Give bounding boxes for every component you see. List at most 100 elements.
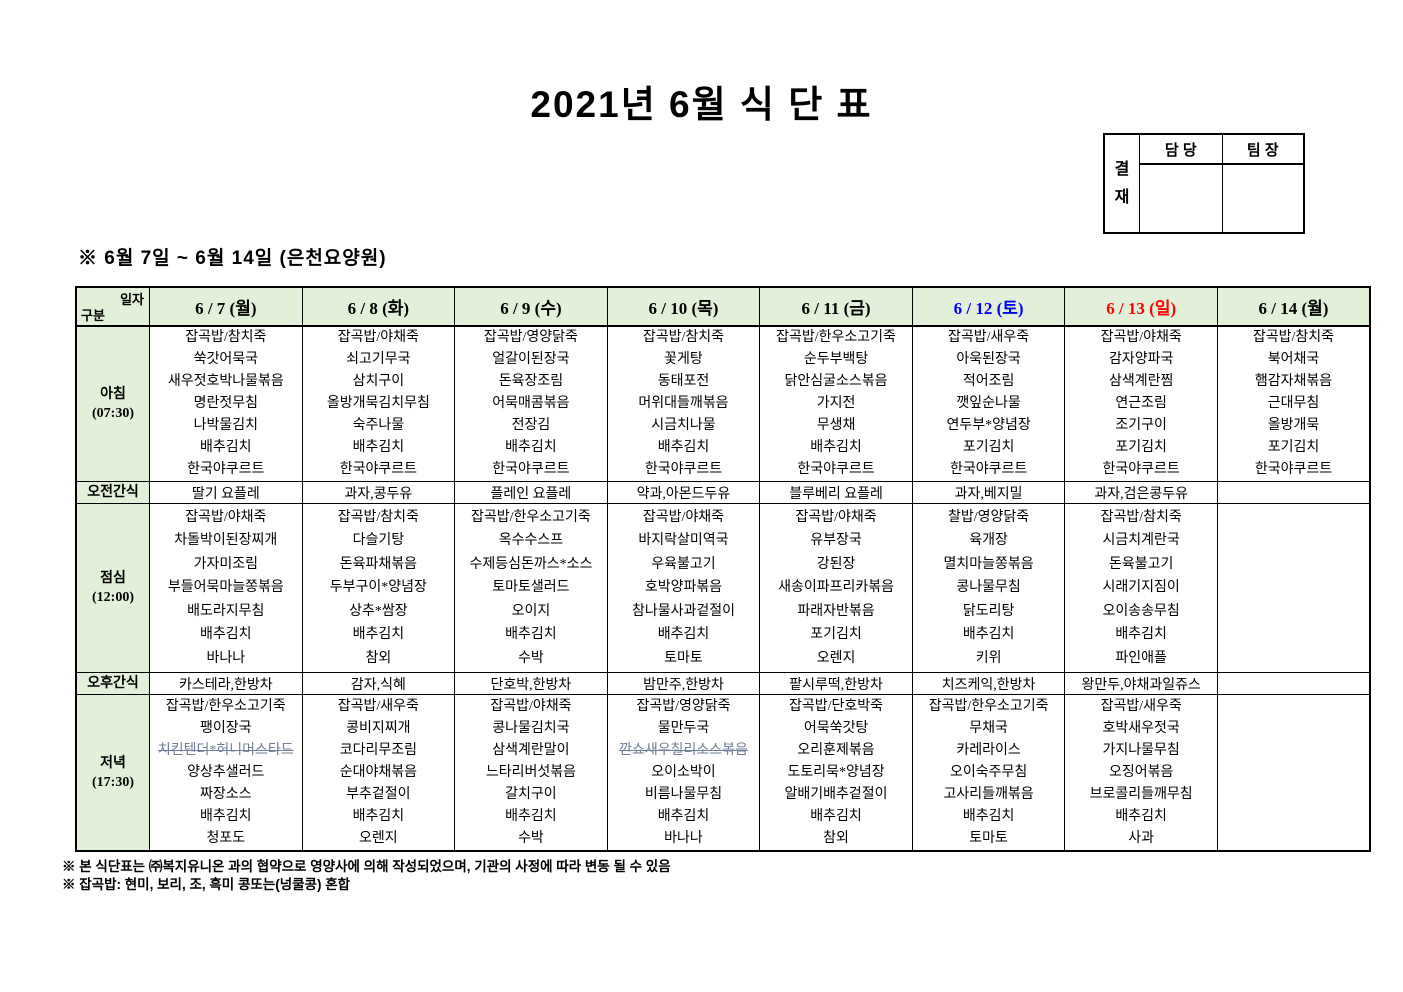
meal-item: 팽이장국 bbox=[200, 720, 252, 736]
menu-table: 일자 구분 6 / 7 (월) 6 / 8 (화) 6 / 9 (수) 6 / 10 … bbox=[75, 286, 1371, 852]
menu-cell-lunch-col7 bbox=[1216, 503, 1371, 673]
meal-item: 오렌지 bbox=[816, 650, 856, 666]
menu-cell-breakfast-col3: 잡곡밥/참치죽 꽃게탕 동태포전 머위대들깨볶음 시금치나물 배추김치 한국야쿠르트 bbox=[606, 325, 761, 482]
meal-item: 배추김치 bbox=[352, 808, 405, 824]
menu-cell-afternoon-snack-col3: 밤만주,한방차 bbox=[606, 672, 761, 695]
row-label-dinner: 저녁 (17:30) bbox=[75, 694, 150, 852]
row-label-breakfast: 아침 (07:30) bbox=[75, 325, 150, 482]
meal-item: 새우젓호박나물볶음 bbox=[167, 374, 284, 389]
meal-item: 시래기지짐이 bbox=[1102, 580, 1180, 596]
meal-item: 어묵쑥갓탕 bbox=[803, 720, 869, 736]
meal-item: 치킨텐더*허니머스타드 bbox=[157, 742, 294, 758]
meal-item: 파인애플 bbox=[1115, 650, 1167, 666]
meal-item: 알배기배추겉절이 bbox=[784, 786, 888, 802]
meal-item: 잡곡밥/단호박죽 bbox=[789, 698, 884, 714]
date-header-0: 6 / 7 (월) bbox=[149, 286, 303, 327]
row-label-lunch: 점심 (12:00) bbox=[75, 503, 150, 673]
meal-item: 상추*쌈장 bbox=[349, 603, 408, 619]
meal-item: 수박 bbox=[518, 830, 544, 846]
meal-item: 쇠고기무국 bbox=[346, 352, 411, 367]
menu-cell-morning-snack-col6: 과자,검은콩두유 bbox=[1064, 481, 1218, 504]
meal-item: 한국야쿠르트 bbox=[492, 462, 570, 477]
menu-cell-lunch-col6: 잡곡밥/참치죽 시금치계란국 돈육불고기 시래기지짐이 오이송송무침 배추김치 파인애플 bbox=[1064, 503, 1218, 673]
meal-item: 토마토 bbox=[969, 830, 1008, 846]
meal-item: 잡곡밥/참치죽 bbox=[642, 330, 725, 345]
date-header-5: 6 / 12 (토) bbox=[911, 286, 1066, 327]
menu-cell-lunch-col1: 잡곡밥/참치죽 다슬기탕 돈육파채볶음 두부구이*양념장 상추*쌈장 배추김치 참외 bbox=[301, 503, 456, 673]
meal-item: 수제등심돈까스*소스 bbox=[469, 556, 593, 572]
menu-cell-dinner-col0: 잡곡밥/한우소고기죽 팽이장국 치킨텐더*허니머스타드 양상추샐러드 짜장소스 배추김치 청… bbox=[149, 694, 303, 852]
meal-item: 나박물김치 bbox=[193, 418, 258, 433]
meal-item: 가지전 bbox=[816, 396, 856, 411]
date-header-4: 6 / 11 (금) bbox=[759, 286, 913, 327]
meal-item: 동태포전 bbox=[657, 374, 710, 389]
meal-item: 꽃게탕 bbox=[664, 352, 703, 367]
menu-cell-morning-snack-col3: 약과,아몬드두유 bbox=[606, 481, 761, 504]
menu-cell-morning-snack-col0: 딸기 요플레 bbox=[149, 481, 303, 504]
meal-item: 두부구이*양념장 bbox=[329, 580, 427, 596]
meal-item: 부들어묵마늘쫑볶음 bbox=[167, 580, 284, 596]
menu-cell-breakfast-col5: 잡곡밥/새우죽 아욱된장국 적어조림 깻잎순나물 연두부*양념장 포기김치 한국야쿠르트 bbox=[911, 325, 1066, 482]
menu-cell-afternoon-snack-col0: 카스테라,한방차 bbox=[149, 672, 303, 695]
meal-item: 부추겉절이 bbox=[346, 786, 411, 802]
meal-item: 배추김치 bbox=[1115, 808, 1167, 824]
meal-item: 아욱된장국 bbox=[956, 352, 1021, 367]
menu-cell-breakfast-col2: 잡곡밥/영양닭죽 얼갈이된장국 돈육장조림 어묵매콤볶음 전장김 배추김치 한국야쿠르트 bbox=[454, 325, 608, 482]
meal-item: 콩비지찌개 bbox=[346, 720, 411, 736]
meal-item: 코다리무조림 bbox=[339, 742, 417, 758]
approval-box: 결재 담 당 팀 장 bbox=[1103, 133, 1305, 234]
meal-item: 호박양파볶음 bbox=[644, 580, 723, 596]
meal-item: 잡곡밥/야채죽 bbox=[795, 509, 877, 525]
menu-cell-lunch-col0: 잡곡밥/야채죽 차돌박이된장찌개 가자미조림 부들어묵마늘쫑볶음 배도라지무침 배추김치 바… bbox=[149, 503, 303, 673]
row-morning-snack: 오전간식 딸기 요플레 과자,콩두유 플레인 요플레 약과,아몬드두유 블루베리 요플레 과… bbox=[75, 481, 1371, 504]
meal-item: 토마토 bbox=[664, 650, 703, 666]
row-label-morning-snack: 오전간식 bbox=[75, 481, 150, 504]
meal-item: 한국야쿠르트 bbox=[797, 462, 875, 477]
meal-item: 한국야쿠르트 bbox=[339, 462, 417, 477]
meal-item: 잡곡밥/새우죽 bbox=[1100, 698, 1182, 714]
meal-item: 오렌지 bbox=[359, 830, 398, 846]
approval-grid: 담 당 팀 장 bbox=[1140, 135, 1303, 232]
meal-item: 바나나 bbox=[664, 830, 703, 846]
date-header-1: 6 / 8 (화) bbox=[301, 286, 456, 327]
menu-cell-morning-snack-col7 bbox=[1216, 481, 1371, 504]
meal-item: 연근조림 bbox=[1115, 396, 1167, 411]
meal-item: 숙주나물 bbox=[352, 418, 405, 433]
meal-item: 명란젓무침 bbox=[193, 396, 258, 411]
meal-item: 삼치구이 bbox=[352, 374, 405, 389]
meal-item: 돈육불고기 bbox=[1108, 556, 1174, 572]
approval-col-damdang: 담 당 bbox=[1140, 135, 1222, 164]
meal-item: 가지나물무침 bbox=[1102, 742, 1180, 758]
meal-item: 배추김치 bbox=[962, 808, 1015, 824]
menu-cell-afternoon-snack-col4: 팥시루떡,한방차 bbox=[759, 672, 913, 695]
meal-item: 오이지 bbox=[511, 603, 551, 619]
meal-item: 참외 bbox=[823, 830, 849, 846]
meal-item: 오이숙주무침 bbox=[949, 764, 1028, 780]
meal-item: 멸치마늘쫑볶음 bbox=[943, 556, 1034, 572]
meal-item: 북어채국 bbox=[1267, 352, 1320, 367]
menu-cell-dinner-col3: 잡곡밥/영양닭죽 물만두국 깐쇼새우칠리소스볶음 오이소박이 비름나물무침 배추김치 바나나 bbox=[606, 694, 761, 852]
period-subtitle: ※ 6월 7일 ~ 6월 14일 (은천요양원) bbox=[78, 248, 387, 269]
meal-item: 잡곡밥/한우소고기죽 bbox=[776, 330, 896, 345]
meal-item: 얼갈이된장국 bbox=[492, 352, 570, 367]
meal-item: 돈육장조림 bbox=[498, 374, 564, 389]
menu-cell-morning-snack-col2: 플레인 요플레 bbox=[454, 481, 608, 504]
meal-item: 우육불고기 bbox=[651, 556, 716, 572]
menu-cell-morning-snack-col1: 과자,콩두유 bbox=[301, 481, 456, 504]
meal-item: 잡곡밥/새우죽 bbox=[337, 698, 419, 714]
menu-cell-lunch-col4: 잡곡밥/야채죽 유부장국 강된장 새송이파프리카볶음 파래자반볶음 포기김치 오렌지 bbox=[759, 503, 913, 673]
meal-item: 순대야채볶음 bbox=[339, 764, 417, 780]
meal-item: 올방개묵 bbox=[1267, 418, 1320, 433]
meal-item: 찰밥/영양닭죽 bbox=[948, 509, 1030, 525]
meal-item: 오이소박이 bbox=[651, 764, 716, 780]
meal-item: 배추김치 bbox=[1115, 627, 1167, 643]
menu-cell-afternoon-snack-col5: 치즈케익,한방차 bbox=[911, 672, 1066, 695]
meal-item: 잡곡밥/영양닭죽 bbox=[636, 698, 731, 714]
approval-sign-cell-timjang bbox=[1221, 164, 1303, 232]
meal-item: 깻잎순나물 bbox=[956, 396, 1021, 411]
meal-item: 삼색계란말이 bbox=[492, 742, 570, 758]
menu-cell-lunch-col2: 잡곡밥/한우소고기죽 옥수수스프 수제등심돈까스*소스 토마토샐러드 오이지 배추김치 수박 bbox=[454, 503, 608, 673]
meal-item: 배추김치 bbox=[657, 808, 710, 824]
footnotes: ※ 본 식단표는 ㈜복지유니온 과의 협약으로 영양사에 의해 작성되었으며, … bbox=[62, 858, 671, 893]
meal-item: 콩나물김치국 bbox=[492, 720, 570, 736]
